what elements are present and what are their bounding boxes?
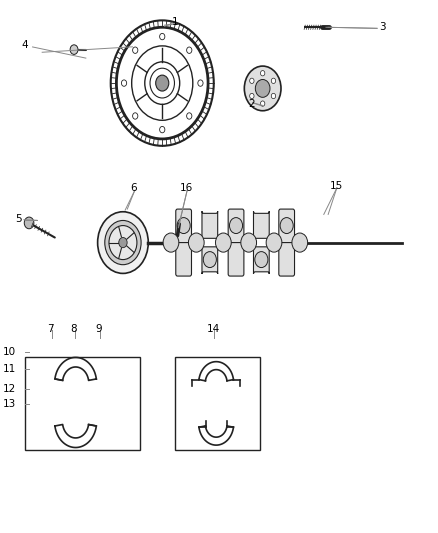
FancyBboxPatch shape: [254, 211, 269, 240]
Circle shape: [241, 233, 257, 252]
Text: 11: 11: [3, 364, 16, 374]
Circle shape: [163, 233, 179, 252]
Circle shape: [203, 252, 216, 268]
Circle shape: [155, 75, 169, 91]
Text: 4: 4: [21, 41, 28, 50]
Circle shape: [215, 233, 231, 252]
FancyBboxPatch shape: [228, 243, 244, 276]
FancyBboxPatch shape: [279, 209, 294, 243]
Circle shape: [280, 217, 293, 233]
Circle shape: [187, 47, 192, 53]
Circle shape: [271, 93, 276, 99]
Circle shape: [266, 233, 282, 252]
Text: 2: 2: [248, 99, 255, 109]
Circle shape: [188, 233, 204, 252]
Circle shape: [230, 217, 243, 233]
Circle shape: [187, 113, 192, 119]
FancyBboxPatch shape: [279, 243, 294, 276]
Circle shape: [177, 217, 190, 233]
Circle shape: [121, 80, 127, 86]
FancyBboxPatch shape: [228, 209, 244, 243]
Circle shape: [105, 221, 141, 265]
FancyBboxPatch shape: [254, 245, 269, 274]
Text: 14: 14: [207, 324, 220, 334]
Text: 8: 8: [71, 324, 78, 334]
Text: 15: 15: [330, 181, 343, 191]
Circle shape: [250, 78, 254, 84]
FancyBboxPatch shape: [202, 245, 218, 274]
Text: 7: 7: [48, 324, 54, 334]
Circle shape: [133, 113, 138, 119]
Circle shape: [261, 101, 265, 106]
Circle shape: [255, 252, 268, 268]
Circle shape: [98, 212, 148, 273]
Bar: [25, 357, 141, 450]
Circle shape: [271, 78, 276, 84]
Text: 6: 6: [131, 183, 137, 193]
Circle shape: [133, 47, 138, 53]
Circle shape: [109, 225, 137, 260]
Text: 10: 10: [3, 346, 16, 357]
Bar: [175, 357, 261, 450]
Circle shape: [159, 126, 165, 133]
Circle shape: [159, 34, 165, 40]
Text: 9: 9: [95, 324, 102, 334]
FancyBboxPatch shape: [176, 209, 191, 243]
Text: 5: 5: [15, 214, 21, 224]
Circle shape: [24, 217, 34, 229]
Text: 12: 12: [3, 384, 16, 394]
Text: 1: 1: [172, 17, 179, 27]
Circle shape: [250, 93, 254, 99]
Text: 3: 3: [379, 22, 386, 33]
FancyBboxPatch shape: [176, 243, 191, 276]
Circle shape: [119, 238, 127, 248]
Circle shape: [198, 80, 203, 86]
Text: 13: 13: [3, 399, 16, 409]
Circle shape: [292, 233, 307, 252]
Circle shape: [244, 66, 281, 111]
Circle shape: [70, 45, 78, 54]
FancyBboxPatch shape: [202, 211, 218, 240]
Circle shape: [261, 70, 265, 76]
Circle shape: [255, 79, 270, 98]
Text: 16: 16: [180, 183, 193, 193]
